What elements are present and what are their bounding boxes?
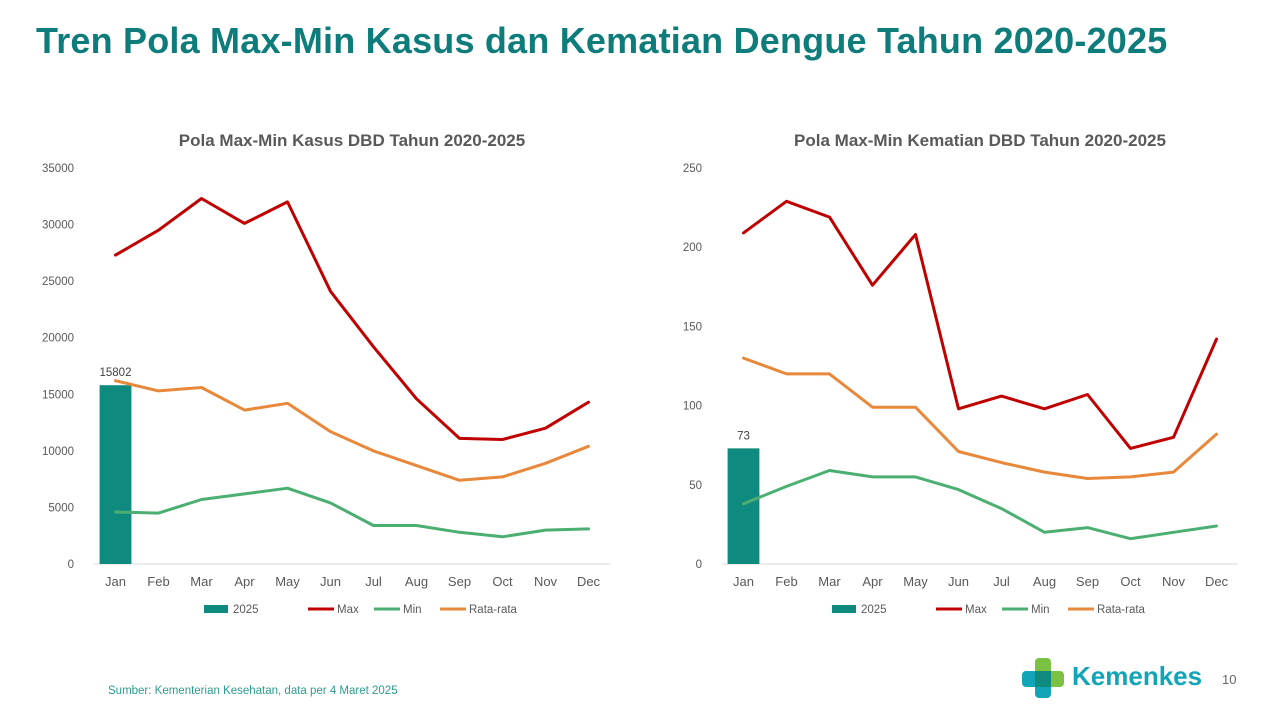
y-tick-label: 5000: [48, 502, 74, 514]
x-tick-label: Jun: [948, 574, 969, 589]
y-tick-label: 250: [683, 163, 702, 175]
x-tick-label: Sep: [1076, 574, 1099, 589]
series-line-min: [114, 486, 590, 539]
page-title: Tren Pola Max-Min Kasus dan Kematian Den…: [36, 20, 1168, 61]
x-tick-label: Feb: [775, 574, 797, 589]
x-tick-label: Feb: [147, 574, 169, 589]
dbd-deaths-chart-svg: Pola Max-Min Kematian DBD Tahun 2020-202…: [683, 131, 1238, 616]
chart-title: Pola Max-Min Kasus DBD Tahun 2020-2025: [179, 131, 525, 150]
y-tick-label: 10000: [42, 446, 74, 458]
legend-label-max: Max: [337, 604, 359, 616]
x-tick-label: May: [275, 574, 300, 589]
legend-label-min: Min: [1031, 604, 1050, 616]
kemenkes-logo: Kemenkes: [1020, 656, 1206, 700]
x-tick-label: Oct: [492, 574, 513, 589]
logo-wordmark: Kemenkes: [1072, 661, 1203, 691]
x-tick-label: Jan: [105, 574, 126, 589]
series-line-rata-rata: [114, 379, 590, 482]
y-tick-label: 200: [683, 242, 702, 254]
y-tick-label: 0: [68, 559, 74, 571]
x-tick-label: Aug: [405, 574, 428, 589]
x-tick-label: Oct: [1120, 574, 1141, 589]
y-tick-label: 15000: [42, 389, 74, 401]
dbd-cases-chart: Pola Max-Min Kasus DBD Tahun 2020-2025 0 5…: [24, 118, 624, 628]
x-tick-label: Apr: [234, 574, 255, 589]
series-line-rata-rata: [742, 356, 1218, 480]
dbd-cases-chart-svg: Pola Max-Min Kasus DBD Tahun 2020-2025 0 5…: [42, 131, 610, 616]
x-tick-label: Jan: [733, 574, 754, 589]
y-tick-label: 20000: [42, 333, 74, 345]
x-tick-label: Mar: [818, 574, 841, 589]
bar-2025-jan: [727, 448, 760, 564]
y-tick-label: 25000: [42, 276, 74, 288]
y-tick-label: 100: [683, 401, 702, 413]
x-tick-label: Jul: [365, 574, 382, 589]
x-tick-label: Jul: [993, 574, 1010, 589]
kemenkes-logo-icon: [1022, 658, 1064, 698]
legend-label-rata-rata: Rata-rata: [469, 604, 518, 616]
dbd-deaths-chart: Pola Max-Min Kematian DBD Tahun 2020-202…: [652, 118, 1252, 628]
x-tick-label: Nov: [1162, 574, 1186, 589]
bar-data-label: 73: [737, 430, 750, 442]
x-tick-label: Apr: [862, 574, 883, 589]
legend-label-2025: 2025: [233, 604, 259, 616]
bar-data-label: 15802: [100, 367, 132, 379]
x-tick-label: Jun: [320, 574, 341, 589]
x-tick-label: Sep: [448, 574, 471, 589]
legend-label-2025: 2025: [861, 604, 887, 616]
page-number: 10: [1222, 672, 1237, 687]
y-tick-label: 30000: [42, 220, 74, 232]
series-line-max: [742, 199, 1218, 450]
x-tick-label: Dec: [1205, 574, 1229, 589]
x-tick-label: Mar: [190, 574, 213, 589]
x-tick-label: Nov: [534, 574, 558, 589]
legend-label-min: Min: [403, 604, 422, 616]
legend-swatch-2025: [832, 605, 856, 613]
y-tick-label: 50: [689, 480, 702, 492]
legend-swatch-2025: [204, 605, 228, 613]
y-tick-label: 0: [696, 559, 702, 571]
x-tick-label: Dec: [577, 574, 601, 589]
legend-label-rata-rata: Rata-rata: [1097, 604, 1146, 616]
series-line-min: [742, 469, 1218, 541]
x-tick-label: Aug: [1033, 574, 1056, 589]
y-tick-label: 150: [683, 321, 702, 333]
x-tick-label: May: [903, 574, 928, 589]
bar-2025-jan: [99, 385, 132, 564]
source-note: Sumber: Kementerian Kesehatan, data per …: [108, 685, 398, 697]
y-tick-label: 35000: [42, 163, 74, 175]
series-line-max: [114, 197, 590, 441]
chart-title: Pola Max-Min Kematian DBD Tahun 2020-202…: [794, 131, 1166, 150]
legend-label-max: Max: [965, 604, 987, 616]
